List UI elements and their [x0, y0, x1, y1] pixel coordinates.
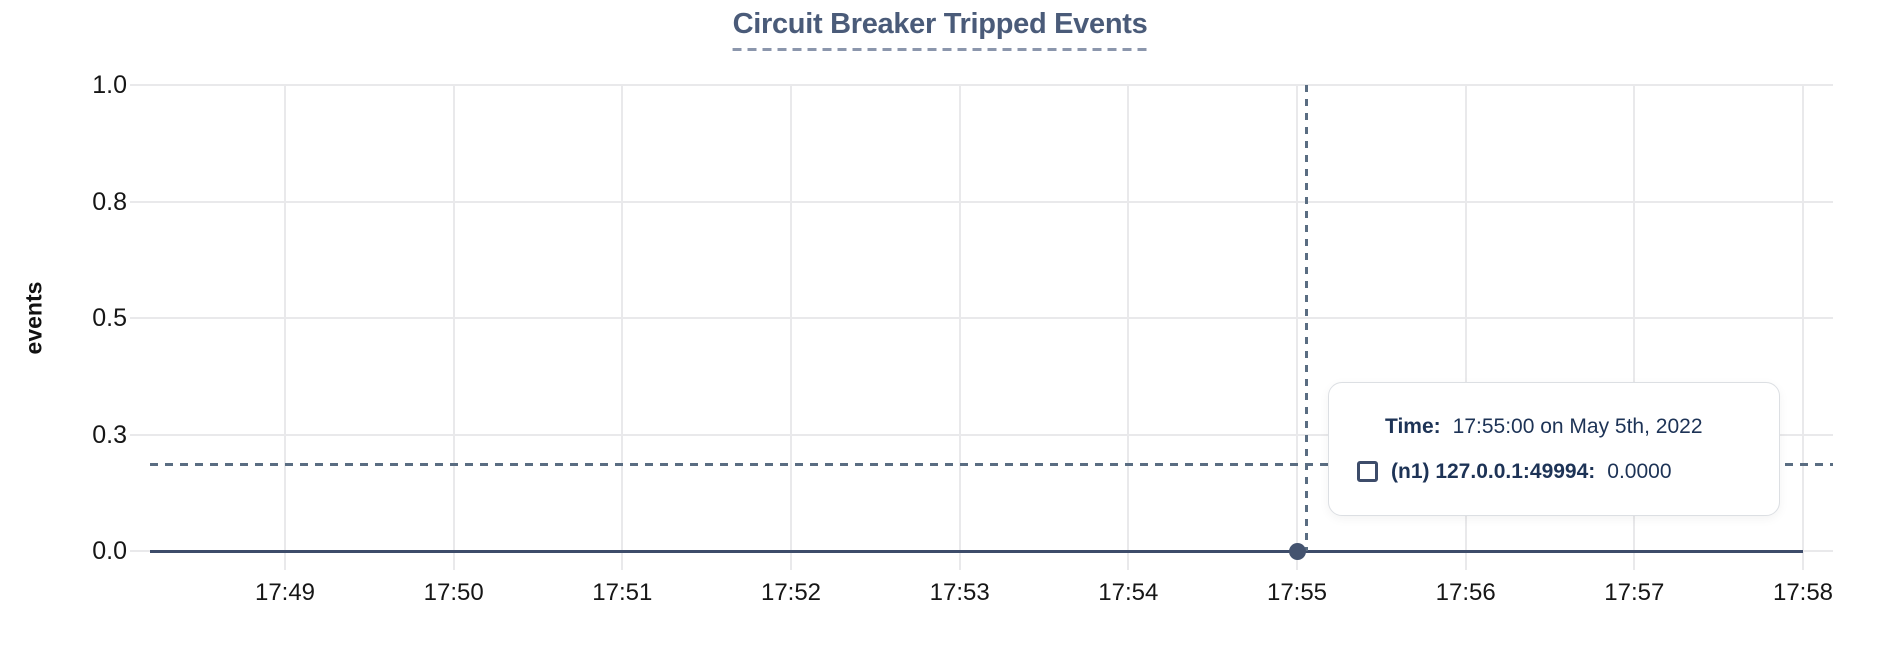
tooltip-time-row: Time: 17:55:00 on May 5th, 2022 — [1385, 415, 1751, 439]
tooltip-series-value: 0.0000 — [1607, 459, 1672, 483]
x-axis-tick-label: 17:58 — [1772, 579, 1834, 606]
x-axis-tick-label: 17:50 — [423, 579, 484, 606]
x-axis-tick-label: 17:55 — [1266, 579, 1328, 606]
crosshair-horizontal-line — [150, 463, 1833, 466]
gridline-vertical — [1296, 85, 1298, 570]
y-axis-tick-label: 0.0 — [92, 537, 127, 565]
x-axis-tick-label: 17:49 — [254, 579, 316, 606]
gridline-vertical — [1633, 85, 1636, 570]
gridline-horizontal — [130, 433, 1833, 436]
tooltip-time-value: 17:55:00 on May 5th, 2022 — [1452, 414, 1703, 438]
gridline-vertical — [284, 85, 286, 570]
tooltip-time-label: Time: — [1385, 414, 1441, 438]
tooltip: Time: 17:55:00 on May 5th, 2022 (n1) 127… — [1328, 382, 1780, 516]
gridline-vertical — [958, 85, 961, 570]
series-line — [150, 549, 1803, 553]
gridline-horizontal — [130, 84, 1833, 86]
x-axis-tick-label: 17:54 — [1098, 579, 1159, 606]
x-axis-tick-label: 17:53 — [929, 579, 990, 606]
x-axis-tick-label: 17:57 — [1604, 579, 1665, 606]
chart-title: Circuit Breaker Tripped Events — [732, 8, 1148, 51]
gridline-vertical — [1464, 85, 1467, 570]
gridline-horizontal — [130, 317, 1833, 319]
gridline-vertical — [790, 85, 792, 570]
crosshair-vertical-line — [1305, 85, 1308, 551]
tooltip-series-row: (n1) 127.0.0.1:49994: 0.0000 — [1357, 460, 1751, 484]
gridline-vertical — [452, 85, 455, 570]
y-axis-tick-label: 0.5 — [92, 304, 127, 332]
tooltip-series-label: (n1) 127.0.0.1:49994: — [1391, 459, 1596, 483]
y-axis-tick-label: 1.0 — [92, 71, 127, 99]
x-axis-tick-label: 17:52 — [760, 579, 822, 606]
x-axis-tick-label: 17:56 — [1435, 579, 1496, 606]
y-axis-tick-label: 0.8 — [92, 187, 127, 216]
y-axis-tick-label: 0.3 — [92, 420, 127, 449]
gridline-horizontal — [130, 200, 1833, 203]
series-swatch-icon — [1357, 461, 1378, 482]
gridline-vertical — [621, 85, 624, 570]
gridline-vertical — [1802, 85, 1804, 570]
data-point-marker[interactable] — [1288, 542, 1306, 560]
x-axis-tick-label: 17:51 — [592, 579, 653, 606]
gridline-vertical — [1127, 85, 1130, 570]
